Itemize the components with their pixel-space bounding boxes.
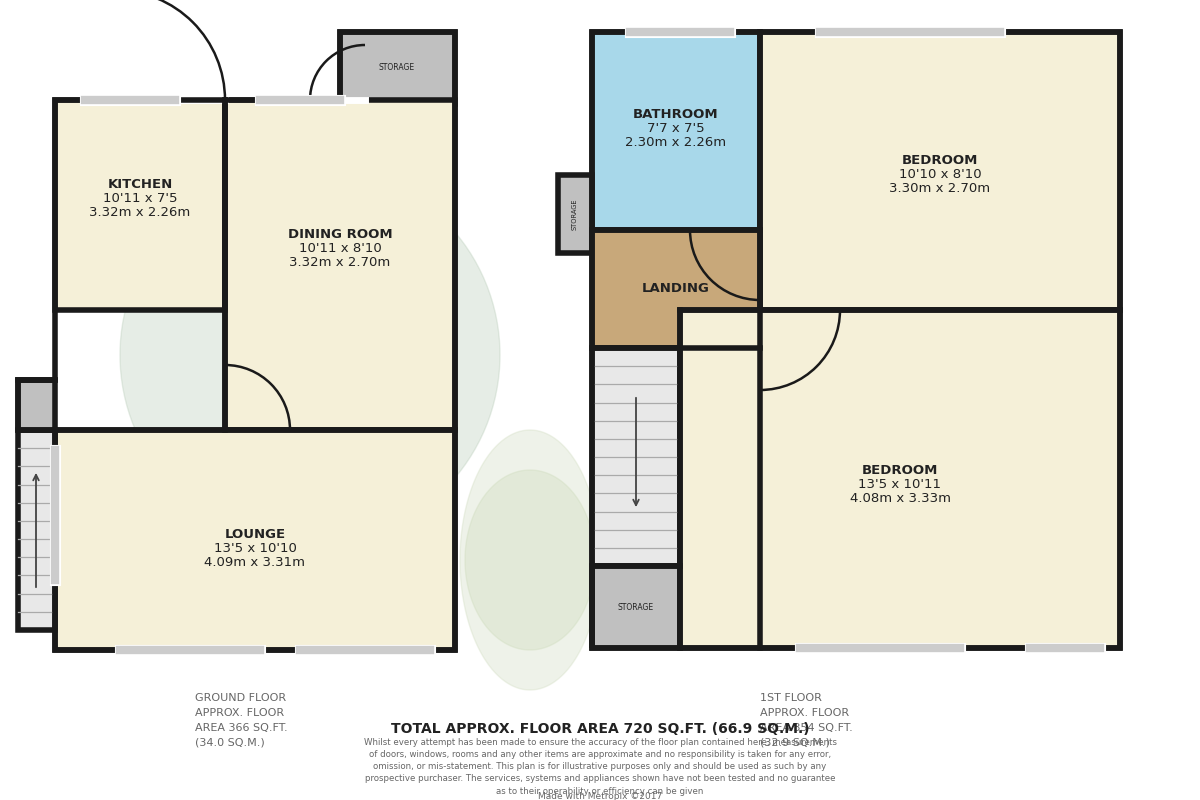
Text: LANDING: LANDING <box>642 282 710 294</box>
Bar <box>340 32 455 104</box>
Text: 3.32m x 2.70m: 3.32m x 2.70m <box>289 257 391 270</box>
Text: 2.30m x 2.26m: 2.30m x 2.26m <box>625 137 726 150</box>
Bar <box>592 230 760 348</box>
Text: 3.30m x 2.70m: 3.30m x 2.70m <box>889 182 990 194</box>
Text: STORAGE: STORAGE <box>618 602 654 611</box>
Text: 3.32m x 2.26m: 3.32m x 2.26m <box>89 206 191 219</box>
Bar <box>18 430 55 630</box>
Bar <box>55 430 455 650</box>
Bar <box>760 32 1120 310</box>
Text: BEDROOM: BEDROOM <box>862 463 938 477</box>
Bar <box>680 310 1120 648</box>
Text: BATHROOM: BATHROOM <box>634 109 719 122</box>
Text: KITCHEN: KITCHEN <box>107 178 173 191</box>
Text: 10'11 x 7'5: 10'11 x 7'5 <box>103 193 178 206</box>
Text: TOTAL APPROX. FLOOR AREA 720 SQ.FT. (66.9 SQ.M.): TOTAL APPROX. FLOOR AREA 720 SQ.FT. (66.… <box>391 722 809 736</box>
Text: STORAGE: STORAGE <box>379 63 415 73</box>
Text: 7'7 x 7'5: 7'7 x 7'5 <box>647 122 704 135</box>
Text: Made with Metropix ©2017: Made with Metropix ©2017 <box>538 792 662 800</box>
Text: 4.08m x 3.33m: 4.08m x 3.33m <box>850 491 950 505</box>
Text: GROUND FLOOR
APPROX. FLOOR
AREA 366 SQ.FT.
(34.0 SQ.M.): GROUND FLOOR APPROX. FLOOR AREA 366 SQ.F… <box>194 693 288 747</box>
Text: 10'10 x 8'10: 10'10 x 8'10 <box>899 167 982 181</box>
Bar <box>592 566 680 648</box>
Text: STORAGE: STORAGE <box>572 198 578 230</box>
Bar <box>18 380 55 430</box>
Circle shape <box>690 140 1050 500</box>
Text: 13'5 x 10'11: 13'5 x 10'11 <box>858 478 942 490</box>
Bar <box>226 100 455 430</box>
Bar <box>55 100 226 310</box>
Text: DINING ROOM: DINING ROOM <box>288 229 392 242</box>
Text: Whilst every attempt has been made to ensure the accuracy of the floor plan cont: Whilst every attempt has been made to en… <box>364 738 836 795</box>
Text: 13'5 x 10'10: 13'5 x 10'10 <box>214 542 296 555</box>
Text: 1ST FLOOR
APPROX. FLOOR
AREA 354 SQ.FT.
(32.9 SQ.M.): 1ST FLOOR APPROX. FLOOR AREA 354 SQ.FT. … <box>760 693 853 747</box>
Text: BEDROOM: BEDROOM <box>902 154 978 166</box>
Polygon shape <box>466 470 595 650</box>
Text: 4.09m x 3.31m: 4.09m x 3.31m <box>204 557 306 570</box>
Bar <box>592 32 760 230</box>
Text: 10'11 x 8'10: 10'11 x 8'10 <box>299 242 382 255</box>
Bar <box>592 348 680 566</box>
Polygon shape <box>460 430 600 690</box>
Bar <box>558 175 592 253</box>
Text: LOUNGE: LOUNGE <box>224 529 286 542</box>
Circle shape <box>120 165 500 545</box>
